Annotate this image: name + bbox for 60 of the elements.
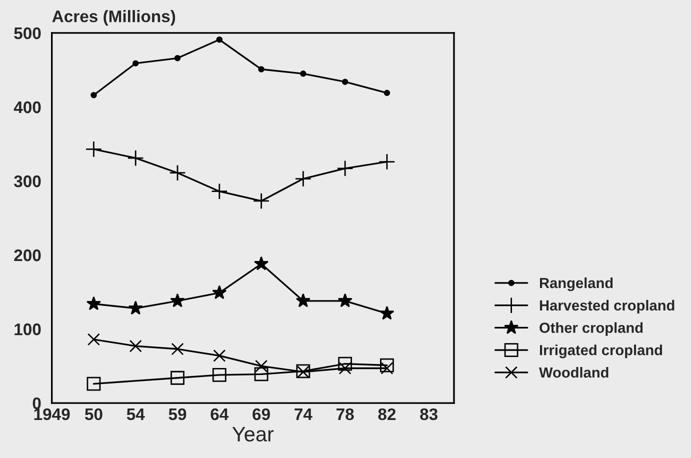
point: [171, 342, 184, 356]
point: [255, 360, 268, 372]
point: [212, 368, 226, 382]
legend-label: Other cropland: [540, 322, 643, 336]
point: [85, 140, 102, 158]
y-tick-label: 400: [14, 101, 41, 114]
point: [378, 153, 396, 170]
point: [254, 256, 269, 270]
point: [87, 333, 100, 346]
y-tick-label: 0: [32, 397, 41, 410]
x-tick-label: 69: [252, 408, 270, 420]
point: [132, 60, 139, 66]
point: [211, 183, 228, 200]
point: [336, 160, 354, 177]
x-tick-label: 1949: [34, 408, 70, 420]
point: [338, 362, 352, 375]
point: [169, 164, 186, 182]
point: [90, 92, 97, 98]
point: [170, 293, 185, 308]
legend-label: Irrigated cropland: [540, 344, 662, 358]
x-tick-label: 50: [84, 408, 102, 420]
point: [252, 192, 270, 210]
point: [127, 150, 144, 166]
y-axis-title: Acres (Millions): [52, 10, 176, 26]
y-tick-label: 200: [14, 249, 41, 262]
x-tick-label: 59: [168, 408, 186, 420]
point: [338, 293, 352, 308]
point: [380, 358, 394, 372]
point: [380, 306, 394, 320]
point: [342, 78, 348, 85]
y-tick-label: 500: [14, 27, 41, 40]
legend-label: Rangeland: [540, 277, 613, 292]
x-tick-label: 74: [294, 408, 312, 420]
point: [174, 55, 181, 62]
point: [300, 70, 306, 77]
y-tick-label: 300: [14, 175, 41, 188]
legend-label: Woodland: [539, 366, 608, 378]
point: [384, 90, 390, 96]
point: [216, 36, 223, 43]
point: [258, 66, 264, 72]
x-tick-label: 64: [210, 408, 229, 420]
x-tick-label: 82: [378, 408, 396, 420]
x-axis-title: Year: [232, 426, 274, 442]
point: [129, 340, 142, 352]
x-tick-label: 83: [420, 408, 438, 420]
point: [86, 296, 102, 310]
x-tick-label: 54: [126, 408, 145, 420]
point: [86, 376, 101, 391]
point: [294, 170, 312, 188]
point: [296, 293, 310, 308]
point: [128, 300, 143, 315]
legend-label: Harvested cropland: [540, 300, 674, 314]
y-tick-label: 100: [14, 323, 41, 336]
point: [338, 356, 352, 371]
x-tick-label: 78: [336, 408, 354, 420]
point: [170, 370, 184, 385]
point: [380, 362, 394, 375]
point: [213, 349, 226, 362]
point: [254, 367, 268, 382]
point: [212, 285, 227, 300]
